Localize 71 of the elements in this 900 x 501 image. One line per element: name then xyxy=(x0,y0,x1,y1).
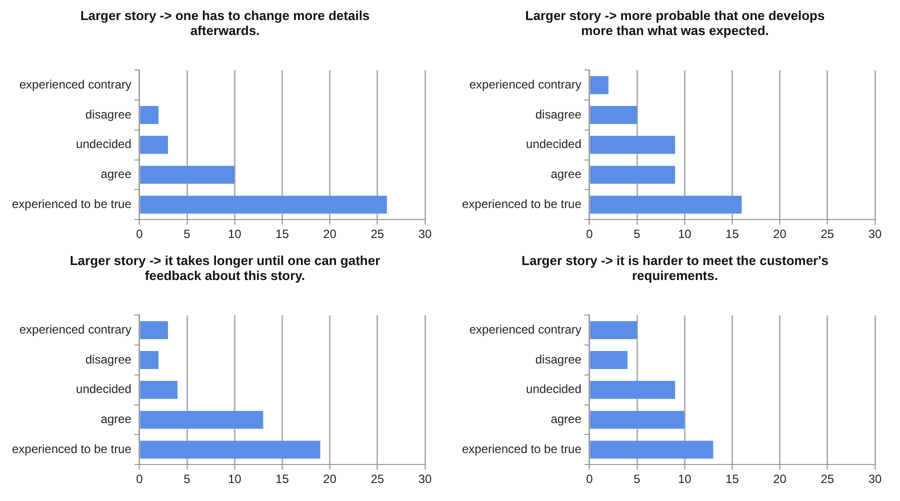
bar xyxy=(140,440,320,459)
y-tick-label: agree xyxy=(550,412,582,426)
x-tick-label: 10 xyxy=(678,472,692,486)
x-tick-label: 25 xyxy=(820,227,834,242)
y-tick-label: experienced to be true xyxy=(12,442,132,456)
y-tick-label: agree xyxy=(100,167,132,182)
chart-title: Larger story -> it is harder to meet the customer's requirements. xyxy=(520,253,830,285)
x-tick-label: 15 xyxy=(726,227,740,242)
y-tick-label: experienced to be true xyxy=(462,442,582,456)
x-tick-label: 30 xyxy=(868,472,882,486)
y-tick-label: undecided xyxy=(76,137,132,152)
y-tick-label: experienced to be true xyxy=(462,196,582,211)
x-tick-label: 5 xyxy=(184,472,191,486)
x-tick-label: 25 xyxy=(370,472,384,486)
x-tick-label: 25 xyxy=(820,472,834,486)
x-tick-label: 30 xyxy=(418,472,432,486)
x-tick-label: 5 xyxy=(634,227,641,242)
y-tick-label: undecided xyxy=(76,382,132,396)
bar xyxy=(590,410,685,429)
x-tick-label: 5 xyxy=(184,227,191,242)
x-tick-label: 0 xyxy=(136,472,144,486)
bar xyxy=(140,410,264,429)
bar xyxy=(140,321,168,340)
y-tick-label: experienced contrary xyxy=(19,77,132,92)
y-tick-label: agree xyxy=(100,412,132,426)
bar xyxy=(590,380,676,399)
bar xyxy=(140,196,387,214)
bar xyxy=(590,76,608,94)
bar xyxy=(590,106,638,124)
bar xyxy=(590,351,628,369)
x-tick-label: 10 xyxy=(228,227,242,242)
x-tick-label: 30 xyxy=(868,227,882,242)
x-tick-label: 20 xyxy=(323,472,337,486)
y-tick-label: agree xyxy=(550,167,582,182)
y-tick-label: experienced contrary xyxy=(469,77,582,92)
x-tick-label: 15 xyxy=(726,472,740,486)
x-tick-label: 0 xyxy=(586,227,594,242)
bar xyxy=(590,166,676,184)
y-tick-label: disagree xyxy=(535,107,582,122)
y-tick-label: experienced contrary xyxy=(19,322,132,336)
y-tick-label: undecided xyxy=(526,137,582,152)
bar xyxy=(140,136,168,154)
x-tick-label: 15 xyxy=(276,227,290,242)
x-tick-label: 10 xyxy=(678,227,692,242)
bar xyxy=(140,166,235,184)
bar xyxy=(590,321,638,340)
bar xyxy=(590,196,742,214)
y-tick-label: disagree xyxy=(85,352,132,366)
chart-title: Larger story -> it takes longer until one can gather feedback about this story. xyxy=(68,253,382,285)
y-tick-label: undecided xyxy=(526,382,582,396)
x-tick-label: 20 xyxy=(323,227,337,242)
chart-title: Larger story -> more probable that one develops more than what was expected. xyxy=(524,8,826,40)
chart-title: Larger story -> one has to change more details afterwards. xyxy=(79,8,371,40)
y-tick-label: experienced contrary xyxy=(469,322,582,336)
x-tick-label: 5 xyxy=(634,472,641,486)
y-tick-label: experienced to be true xyxy=(12,196,132,211)
bar xyxy=(140,380,178,399)
bar xyxy=(590,136,676,154)
x-tick-label: 0 xyxy=(586,472,594,486)
bar xyxy=(140,351,158,369)
x-tick-label: 15 xyxy=(276,472,290,486)
x-tick-label: 10 xyxy=(228,472,242,486)
y-tick-label: disagree xyxy=(535,352,582,366)
x-tick-label: 20 xyxy=(773,472,787,486)
x-tick-label: 0 xyxy=(136,227,144,242)
x-tick-label: 25 xyxy=(370,227,384,242)
bar xyxy=(140,106,158,124)
bar xyxy=(590,440,714,459)
y-tick-label: disagree xyxy=(85,107,132,122)
x-tick-label: 20 xyxy=(773,227,787,242)
x-tick-label: 30 xyxy=(418,227,432,242)
